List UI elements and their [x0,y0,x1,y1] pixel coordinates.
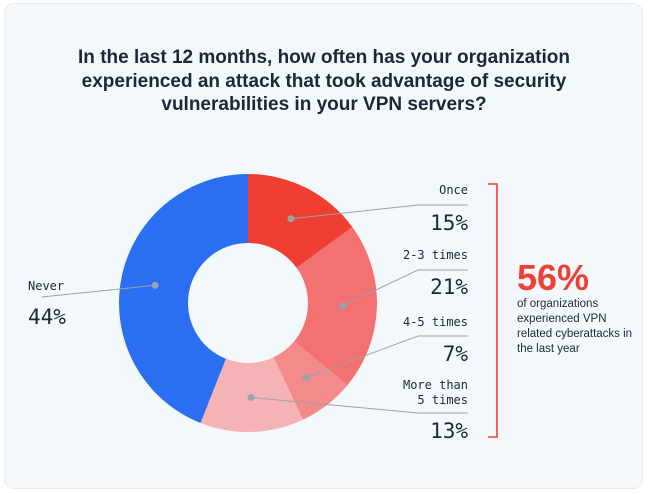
leader-line-4-5-times [305,335,468,379]
callout-text: of organizations experienced VPN related… [517,298,633,355]
donut-slice-2-3-times [294,227,377,386]
callout-value: 56% [517,257,590,298]
label-never: Never [28,279,65,293]
leader-line-more-than-5-times [250,396,468,414]
label-once: Once [439,183,468,197]
leader-line-2-3-times [342,269,468,307]
leader-dot-never [151,281,159,289]
value-never: 44% [28,305,66,329]
leader-line-never [41,284,156,298]
leader-dot-more-than-5-times [247,393,255,401]
leader-line-once [290,204,468,220]
donut-slice-never [119,174,249,423]
value-more-than-5-times: 13% [430,419,468,443]
value-once: 15% [430,211,468,235]
leader-dot-2-3-times [338,302,346,310]
label-more-than-5-times: More than 5 times [402,378,468,407]
label-4-5-times: 4-5 times [402,315,468,329]
label-2-3-times: 2-3 times [402,248,468,262]
donut-slice-4-5-times [273,341,348,420]
leader-dot-4-5-times [302,374,310,382]
value-2-3-times: 21% [430,275,468,299]
leader-dot-once [287,215,295,223]
value-4-5-times: 7% [442,342,468,366]
donut-slice-once [248,174,353,268]
chart-title: In the last 12 months, how often has you… [78,47,570,115]
callout-bracket [488,183,498,438]
